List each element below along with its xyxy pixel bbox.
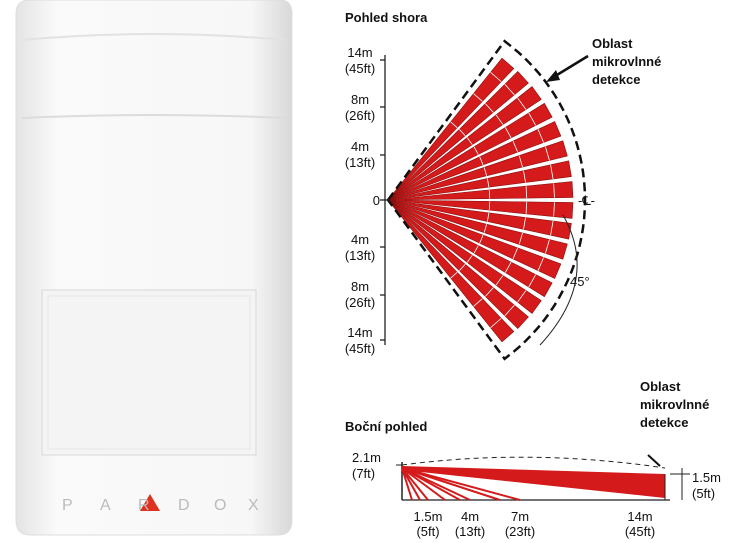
distance-m: 4m: [351, 139, 369, 154]
right-height-m: 1.5m: [692, 470, 721, 485]
top-title: Pohled shora: [345, 10, 428, 25]
page: Pohled shora 0 -℄- 45° Boční pohled 2.1m…: [0, 0, 730, 543]
side-distance-m: 1.5m: [414, 509, 443, 524]
distance-m: 4m: [351, 232, 369, 247]
top-axis: [380, 55, 390, 345]
distance-m: 14m: [347, 325, 372, 340]
side-diagram: [396, 455, 690, 500]
distance-ft: (13ft): [345, 248, 375, 263]
callout: mikrovlnné: [640, 397, 709, 412]
centerline: -℄-: [578, 193, 595, 208]
brand-letter: R: [138, 497, 152, 514]
side-distance-m: 7m: [511, 509, 529, 524]
distance-m: 8m: [351, 92, 369, 107]
side-distance-ft: (23ft): [505, 524, 535, 539]
callout: detekce: [592, 72, 640, 87]
side-title: Boční pohled: [345, 419, 427, 434]
side-distance-m: 14m: [627, 509, 652, 524]
callout: Oblast: [640, 379, 681, 394]
coverage-fan: [388, 41, 585, 359]
side-distance-ft: (5ft): [416, 524, 439, 539]
distance-ft: (26ft): [345, 108, 375, 123]
zero-label: 0: [373, 193, 380, 208]
distance-m: 8m: [351, 279, 369, 294]
side-distance-ft: (45ft): [625, 524, 655, 539]
right-height-ft: (5ft): [692, 486, 715, 501]
height-ft: (7ft): [352, 466, 375, 481]
callout-arrowhead: [546, 70, 560, 82]
distance-ft: (45ft): [345, 61, 375, 76]
brand-letter: O: [214, 497, 228, 514]
brand-letter: D: [178, 497, 192, 514]
brand-letter: A: [100, 497, 113, 514]
side-distance-m: 4m: [461, 509, 479, 524]
brand-letter: X: [248, 497, 261, 514]
angle-label: 45°: [570, 274, 590, 289]
distance-m: 14m: [347, 45, 372, 60]
callout: detekce: [640, 415, 688, 430]
brand-letter: P: [62, 497, 75, 514]
distance-ft: (13ft): [345, 155, 375, 170]
distance-ft: (45ft): [345, 341, 375, 356]
side-distance-ft: (13ft): [455, 524, 485, 539]
device: [16, 0, 292, 535]
callout: mikrovlnné: [592, 54, 661, 69]
height-m: 2.1m: [352, 450, 381, 465]
distance-ft: (26ft): [345, 295, 375, 310]
callout: Oblast: [592, 36, 633, 51]
